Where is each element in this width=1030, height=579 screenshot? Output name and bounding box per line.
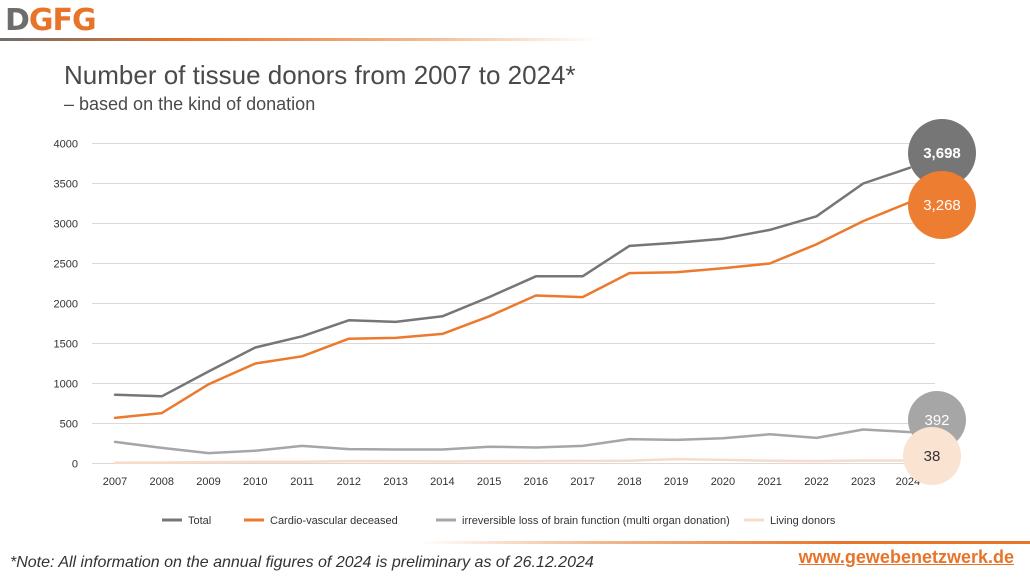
x-tick-label: 2013 — [383, 476, 407, 488]
end-value-bubbles: 3,698 3,268 392 38 — [903, 119, 976, 485]
y-tick-label: 500 — [60, 419, 78, 431]
series-line — [113, 200, 912, 420]
x-tick-label: 2015 — [477, 476, 501, 488]
y-tick-label: 2000 — [54, 299, 78, 311]
footnote: *Note: All information on the annual fig… — [10, 554, 594, 571]
x-tick-label: 2023 — [851, 476, 875, 488]
x-tick-label: 2011 — [290, 476, 314, 488]
x-tick-label: 2014 — [430, 476, 454, 488]
x-tick-label: 2008 — [150, 476, 174, 488]
end-value-bubble — [903, 427, 961, 485]
y-tick-label: 4000 — [54, 139, 78, 151]
x-tick-label: 2021 — [757, 476, 781, 488]
x-tick-label: 2017 — [570, 476, 594, 488]
header-accent-bar — [0, 38, 600, 41]
x-tick-label: 2010 — [243, 476, 267, 488]
x-tick-label: 2016 — [524, 476, 548, 488]
end-value-bubble — [908, 119, 976, 187]
x-tick-label: 2020 — [711, 476, 735, 488]
legend-label: Living donors — [770, 515, 836, 527]
end-value-label: 3,698 — [923, 145, 961, 162]
series-line — [113, 428, 912, 455]
end-value-label: 3,268 — [923, 197, 961, 214]
legend: Total Cardio-vascular deceased irreversibl… — [162, 515, 836, 527]
end-value-label: 392 — [924, 412, 949, 429]
x-tick-label: 2018 — [617, 476, 641, 488]
y-tick-label: 3000 — [54, 219, 78, 231]
series-line — [113, 166, 912, 398]
y-tick-label: 0 — [72, 459, 78, 471]
x-axis-ticks: 2007 2008 2009 2010 2011 2012 2013 2014 2015 2016… — [103, 476, 925, 488]
chart-subtitle: – based on the kind of donation — [64, 94, 316, 114]
y-tick-label: 1000 — [54, 379, 78, 391]
y-axis-ticks: 0 500 1000 1500 2000 2500 3000 3500 4000 — [54, 139, 78, 471]
x-tick-label: 2022 — [804, 476, 828, 488]
y-tick-label: 3500 — [54, 179, 78, 191]
end-value-bubble — [908, 171, 976, 239]
legend-label: Cardio-vascular deceased — [270, 515, 398, 527]
gridlines — [92, 143, 935, 464]
series-lines — [113, 166, 912, 464]
chart-title: Number of tissue donors from 2007 to 202… — [64, 60, 576, 90]
legend-label: Total — [188, 515, 211, 527]
website-link[interactable]: www.gewebenetzwerk.de — [798, 547, 1014, 567]
x-tick-label: 2009 — [196, 476, 220, 488]
x-tick-label: 2012 — [337, 476, 361, 488]
y-tick-label: 1500 — [54, 339, 78, 351]
dgfg-logo: DGFG — [5, 3, 97, 38]
legend-label: irreversible loss of brain function (mul… — [462, 515, 730, 527]
footer-accent-bar — [420, 541, 1030, 544]
x-tick-label: 2007 — [103, 476, 127, 488]
series-line — [113, 457, 912, 464]
x-tick-label: 2019 — [664, 476, 688, 488]
y-tick-label: 2500 — [54, 259, 78, 271]
end-value-label: 38 — [924, 448, 941, 465]
